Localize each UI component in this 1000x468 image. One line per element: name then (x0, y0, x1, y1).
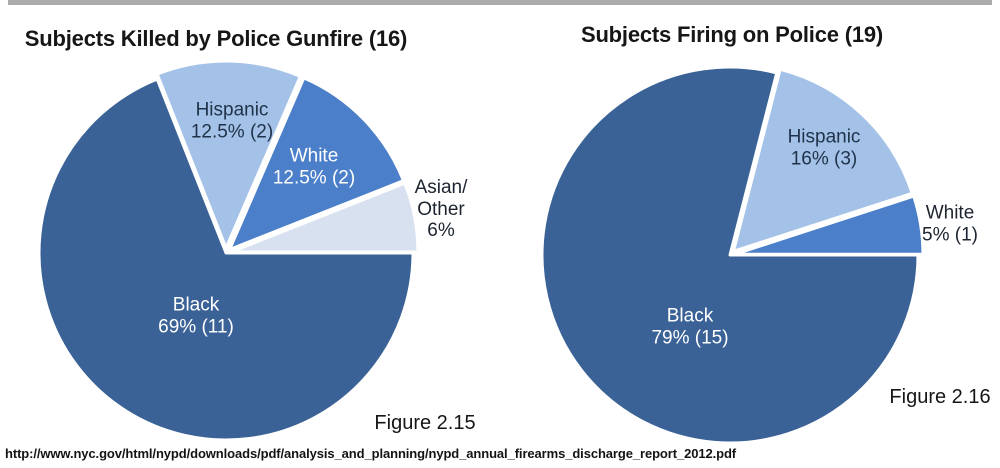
chart-figure-2-15: Subjects Killed by Police Gunfire (16) F… (24, 26, 476, 442)
pie-label-black: Black 79% (15) (651, 305, 729, 349)
pie-slice-white (228, 76, 405, 252)
pie-slice-black (540, 65, 920, 445)
pie-chart-firing-on-police (540, 65, 925, 445)
chart-title: Subjects Killed by Police Gunfire (16) (24, 26, 408, 51)
pie-slice-white (733, 194, 925, 256)
pie-label-white: White 12.5% (2) (272, 145, 356, 189)
pie-label-hispanic: Hispanic 16% (3) (787, 126, 861, 170)
pie-slice-hispanic (155, 59, 302, 250)
figure-caption: Figure 2.15 (374, 412, 476, 434)
chart-title: Subjects Firing on Police (19) (580, 22, 884, 47)
chart-figure-2-16: Subjects Firing on Police (19) Figure 2.… (500, 0, 1000, 468)
pie-label-black: Black 69% (11) (158, 294, 234, 338)
source-url: http://www.nyc.gov/html/nypd/downloads/p… (5, 446, 737, 461)
top-divider-bar (8, 0, 992, 5)
figure-caption: Figure 2.16 (889, 386, 991, 408)
pie-chart-killed-by-gunfire (37, 59, 420, 442)
pie-label-asian-other: Asian/Other 6% (414, 176, 468, 241)
pie-slice-asian-other (229, 181, 420, 254)
pie-label-hispanic: Hispanic 12.5% (2) (190, 99, 274, 143)
pie-slice-hispanic (731, 67, 914, 253)
pie-slice-black (37, 77, 415, 442)
pie-label-white: White 5% (1) (922, 202, 978, 246)
